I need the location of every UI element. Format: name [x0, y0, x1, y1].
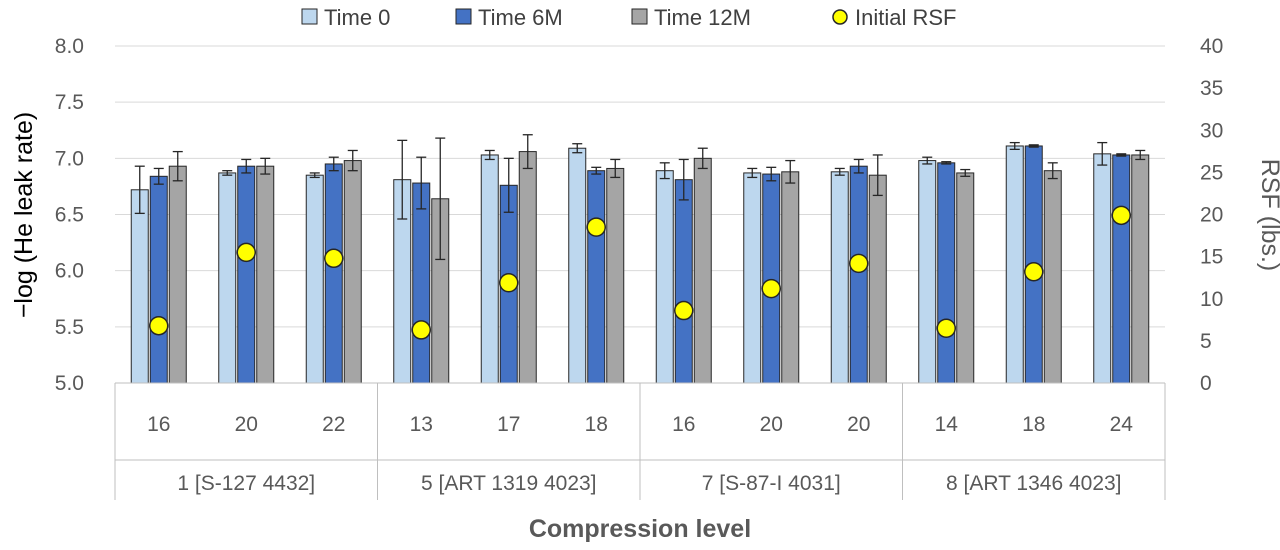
bar: [412, 182, 431, 384]
group-label: 7 [S-87-I 4031]: [702, 472, 841, 495]
bar: [518, 151, 537, 384]
bar: [1043, 170, 1062, 384]
rsf-point: [849, 253, 869, 274]
gridlines: [115, 45, 1165, 384]
x-tick-label: 20: [235, 413, 258, 436]
bar: [655, 170, 674, 384]
y2-tick-label: 15: [1200, 246, 1223, 269]
bar: [130, 189, 149, 384]
y2-tick-label: 30: [1200, 119, 1223, 142]
rsf-point: [324, 248, 344, 269]
group-label: 1 [S-127 4432]: [177, 472, 315, 495]
legend-label: Initial RSF: [855, 5, 956, 30]
group-label: 5 [ART 1319 4023]: [421, 472, 597, 495]
y-tick-label: 8.0: [55, 35, 84, 58]
rsf-point: [1111, 205, 1131, 226]
bar: [587, 170, 606, 384]
y2-tick-label: 0: [1200, 372, 1212, 395]
x-tick-label: 18: [1022, 413, 1045, 436]
bar: [868, 174, 887, 384]
rsf-point: [674, 300, 694, 321]
legend-label: Time 0: [324, 5, 390, 30]
legend: Time 0 Time 6M Time 12M Initial RSF: [301, 5, 956, 30]
x-tick-label: 17: [497, 413, 520, 436]
bar: [168, 165, 187, 384]
bar: [693, 157, 712, 384]
y2-tick-label: 40: [1200, 35, 1223, 58]
x-tick-label: 18: [585, 413, 608, 436]
rsf-point: [149, 315, 169, 336]
x-tick-label: 16: [147, 413, 170, 436]
y2-axis-title: RSF (lbs.): [1256, 159, 1280, 272]
bar: [568, 147, 587, 384]
y2-tick-label: 10: [1200, 288, 1223, 311]
bar: [343, 160, 362, 384]
bar: [256, 165, 275, 384]
bar: [743, 172, 762, 384]
bar: [1131, 154, 1150, 384]
x-tick-label: 16: [672, 413, 695, 436]
bar: [849, 165, 868, 384]
bar: [830, 171, 849, 384]
x-tick-label: 20: [847, 413, 870, 436]
rsf-point: [936, 318, 956, 338]
rsf-point: [411, 320, 431, 340]
bars: [130, 134, 1150, 384]
bar: [480, 154, 499, 384]
y-tick-label: 6.5: [55, 204, 84, 227]
bar: [1005, 145, 1024, 384]
rsf-points: [149, 205, 1131, 340]
y2-tick-label: 20: [1200, 204, 1223, 227]
y2-tick-label: 35: [1200, 77, 1223, 100]
legend-swatch: [631, 8, 648, 25]
bar: [781, 171, 800, 384]
legend-swatch: [301, 8, 318, 25]
rsf-point: [1024, 262, 1044, 282]
legend-swatch: [455, 8, 472, 25]
y-tick-label: 5.0: [55, 372, 84, 395]
axes: 5.0 5.5 6.0 6.5 7.0 7.5 8.0 0 5 10 15 20 25 30 35 40 16 2…: [55, 35, 1223, 500]
legend-label: Time 6M: [478, 5, 563, 30]
rsf-point: [761, 278, 781, 299]
rsf-point: [499, 272, 519, 293]
rsf-point: [236, 242, 256, 263]
x-tick-label: 24: [1110, 413, 1134, 436]
x-tick-label: 14: [935, 413, 959, 436]
bar: [149, 175, 168, 384]
group-label: 8 [ART 1346 4023]: [946, 472, 1122, 495]
rsf-point: [586, 217, 606, 237]
y-axis-title: −log (He leak rate): [10, 112, 38, 318]
bar: [237, 165, 256, 384]
bar: [956, 172, 975, 384]
x-axis-title: Compression level: [529, 515, 751, 543]
bar: [937, 162, 956, 384]
bar: [918, 160, 937, 384]
bar: [1093, 153, 1112, 384]
legend-marker: [832, 9, 848, 25]
legend-label: Time 12M: [654, 5, 751, 30]
x-tick-label: 22: [322, 413, 345, 436]
bar: [674, 179, 693, 384]
y-tick-label: 5.5: [55, 316, 84, 339]
bar: [606, 167, 625, 384]
x-tick-label: 13: [410, 413, 433, 436]
bar: [324, 163, 343, 384]
bar: [218, 172, 237, 384]
x-tick-label: 20: [760, 413, 783, 436]
bar: [1112, 154, 1131, 384]
bar: [305, 174, 324, 384]
y2-tick-label: 25: [1200, 161, 1223, 184]
y2-tick-label: 5: [1200, 330, 1212, 353]
y-tick-label: 6.0: [55, 260, 84, 283]
bar: [762, 173, 781, 384]
y-tick-label: 7.0: [55, 147, 84, 170]
y-tick-label: 7.5: [55, 91, 84, 114]
